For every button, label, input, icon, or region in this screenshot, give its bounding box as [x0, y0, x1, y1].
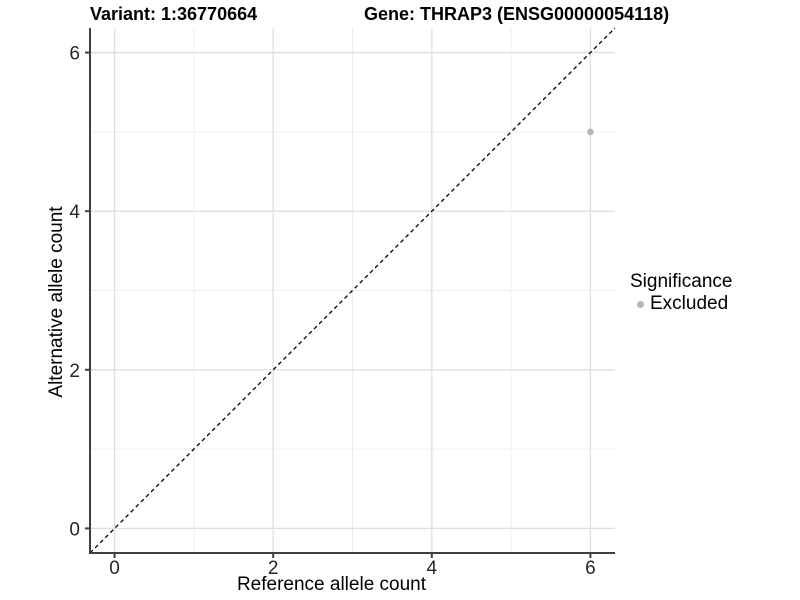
x-tick-label: 6 [585, 558, 596, 579]
legend-item-excluded: Excluded [630, 294, 732, 314]
y-tick-label: 4 [69, 202, 80, 223]
legend-item-label: Excluded [650, 293, 729, 314]
x-tick-label: 4 [427, 558, 438, 579]
plot-title-variant: Variant: 1:36770664 [90, 4, 258, 24]
x-axis-title: Reference allele count [236, 574, 427, 595]
identity-reference-line [89, 27, 616, 554]
x-tick-label: 2 [268, 558, 279, 579]
legend-title: Significance [630, 271, 733, 292]
y-tick-label: 6 [69, 44, 80, 65]
data-point [587, 128, 594, 136]
y-tick-label: 2 [69, 361, 80, 382]
y-tick-label: 0 [69, 519, 80, 540]
plot-title-gene: Gene: THRAP3 (ENSG00000054118) [364, 4, 670, 24]
x-tick-label: 0 [109, 558, 120, 579]
y-axis-title: Alternative allele count [46, 206, 67, 398]
legend: Significance Excluded [630, 271, 732, 314]
legend-key-dot-icon [637, 300, 644, 308]
